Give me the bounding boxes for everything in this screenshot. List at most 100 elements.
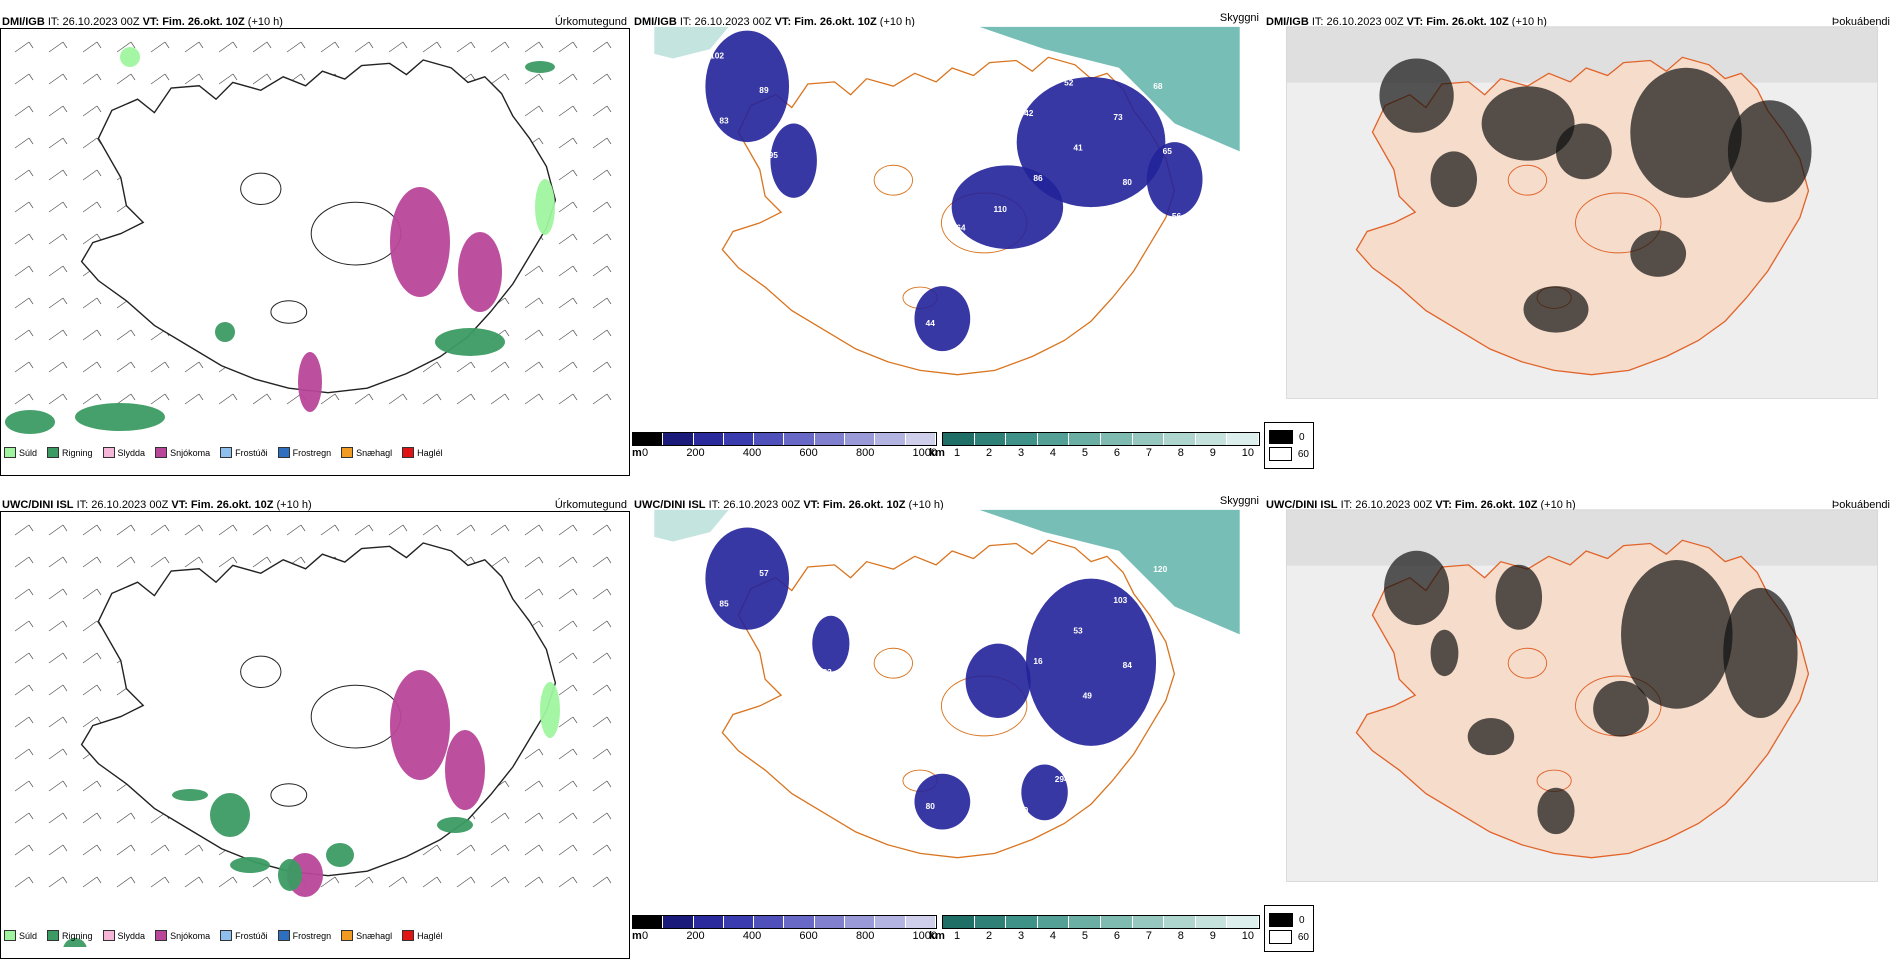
tick-label: 4 (1049, 930, 1057, 942)
legend-item: Snæhagl (341, 447, 392, 458)
cloud-base-value: 205 (769, 633, 783, 643)
legend-label: Snæhagl (356, 447, 393, 458)
legend-item: Frostregn (277, 447, 331, 458)
legend-item: Haglél (402, 447, 443, 458)
valid-time: VT: Fim. 26.okt. 10Z (1435, 499, 1538, 511)
cloud-base-value: 80 (926, 801, 936, 811)
precip-area (390, 187, 450, 297)
colorbar-cell (943, 433, 975, 445)
visibility-colorbar (942, 915, 1260, 929)
precip-area (298, 352, 322, 412)
legend-label: Frostúði (235, 447, 268, 458)
cloud-base-value: 110 (827, 249, 841, 259)
colorbar-cell (875, 433, 906, 445)
precip-area (120, 47, 140, 67)
cloud-base-value: 106 (916, 253, 930, 263)
tick-label: 1 (954, 447, 961, 459)
legend-swatch (4, 930, 16, 941)
cloud-base-area (705, 527, 790, 630)
fog-area (1727, 100, 1812, 203)
lead-time: (+10 h) (908, 499, 944, 511)
colorbar-cell (693, 916, 724, 928)
tick-label: 0 (642, 930, 649, 942)
panel-header: DMI/IGB IT: 26.10.2023 00Z VT: Fim. 26.o… (634, 16, 915, 28)
cloud-base-value: 105 (818, 184, 832, 194)
cloud-base-value: 49 (1083, 690, 1093, 700)
cloud-base-value: 42 (1024, 108, 1034, 118)
init-time: IT: 26.10.2023 00Z (1311, 16, 1404, 28)
tick-label: 9 (1209, 930, 1216, 942)
cloud-base-unit: m (632, 930, 642, 942)
legend-label: Súld (19, 930, 38, 941)
cloud-base-value: 73 (1113, 112, 1123, 122)
cloud-base-area (965, 643, 1031, 719)
fog-area (1593, 680, 1649, 737)
colorbar-cell (875, 916, 906, 928)
cloud-base-area (812, 615, 850, 672)
panel-header: DMI/IGB IT: 26.10.2023 00Z VT: Fim. 26.o… (1266, 16, 1547, 28)
fog-area (1621, 560, 1733, 709)
cloud-base-value: 84 (895, 135, 905, 145)
tick-label: 800 (855, 930, 875, 942)
cloud-base-value: 83 (719, 116, 729, 126)
model-name: DMI/IGB (634, 16, 677, 28)
colorbar-cell (1227, 433, 1259, 445)
colorbar-cell (1037, 433, 1070, 445)
colorbar-cell (1195, 433, 1228, 445)
cloud-base-area (770, 123, 817, 198)
cloud-base-value: 68 (787, 280, 797, 290)
tick-label: 8 (1177, 930, 1184, 942)
cloud-base-value: 56 (907, 188, 917, 198)
fog-map (1286, 509, 1878, 882)
precip-map (14, 524, 612, 947)
tick-label: 400 (742, 930, 762, 942)
tick-label: 2 (985, 930, 993, 942)
cloud-base-value: 78 (809, 602, 819, 612)
cloud-base-value: 31 (836, 797, 846, 807)
legend-label: Rigning (62, 447, 93, 458)
legend-item: Snjókoma (155, 447, 210, 458)
valid-time: VT: Fim. 26.okt. 10Z (171, 499, 274, 511)
cloud-base-value: 80 (1123, 177, 1133, 187)
panel-header: UWC/DINI ISL IT: 26.10.2023 00Z VT: Fim.… (1266, 499, 1576, 511)
panel-header: UWC/DINI ISL IT: 26.10.2023 00Z VT: Fim.… (634, 499, 944, 511)
fog-area (1555, 123, 1612, 180)
legend-label: Snjókoma (170, 447, 211, 458)
cloud-base-value: 68 (1153, 81, 1163, 91)
visibility-ticks: 1 2 3 4 5 6 7 8 9 10 (954, 930, 1254, 942)
legend-swatch (277, 447, 290, 458)
fog-legend: 0 60 (1264, 422, 1314, 469)
colorbar-cell (1069, 916, 1101, 928)
cloud-base-value: 39 (876, 767, 886, 777)
legend-label: Slydda (117, 930, 146, 941)
model-name: DMI/IGB (1266, 16, 1309, 28)
cloud-base-value: 85 (719, 599, 729, 609)
fog-area (1723, 587, 1798, 719)
panel-title: Skyggni (1219, 495, 1259, 507)
fog-legend-swatch (1269, 913, 1293, 927)
colorbar-cell (974, 916, 1007, 928)
precip-area (5, 410, 55, 434)
tick-label: 1000 (912, 930, 937, 942)
init-time: IT: 26.10.2023 00Z (1340, 499, 1433, 511)
precip-area (458, 232, 502, 312)
colorbar-cell (1132, 433, 1165, 445)
fog-legend: 0 60 (1264, 905, 1314, 952)
cloud-base-value: 56 (1172, 211, 1182, 221)
panel-title: Þokuábendi (1831, 16, 1890, 28)
colorbar-cell (1100, 916, 1133, 928)
fog-area (1630, 230, 1687, 277)
legend-label: Haglél (417, 930, 443, 941)
cloud-base-value: 63 (836, 314, 846, 324)
tick-label: 9 (1209, 447, 1216, 459)
legend-item: Súld (4, 447, 37, 458)
cloud-base-value: 80 (1006, 740, 1016, 750)
fog-legend-swatch (1269, 447, 1292, 461)
visibility-panel: DMI/IGB IT: 26.10.2023 00Z VT: Fim. 26.o… (632, 12, 1262, 464)
legend-item: Frostúði (220, 447, 268, 458)
colorbar-cell (784, 916, 815, 928)
precip-map (5, 41, 612, 434)
cloud-base-value: 114 (935, 104, 949, 114)
colorbar-cell (1006, 916, 1038, 928)
cloud-base-value: 124 (867, 702, 881, 712)
